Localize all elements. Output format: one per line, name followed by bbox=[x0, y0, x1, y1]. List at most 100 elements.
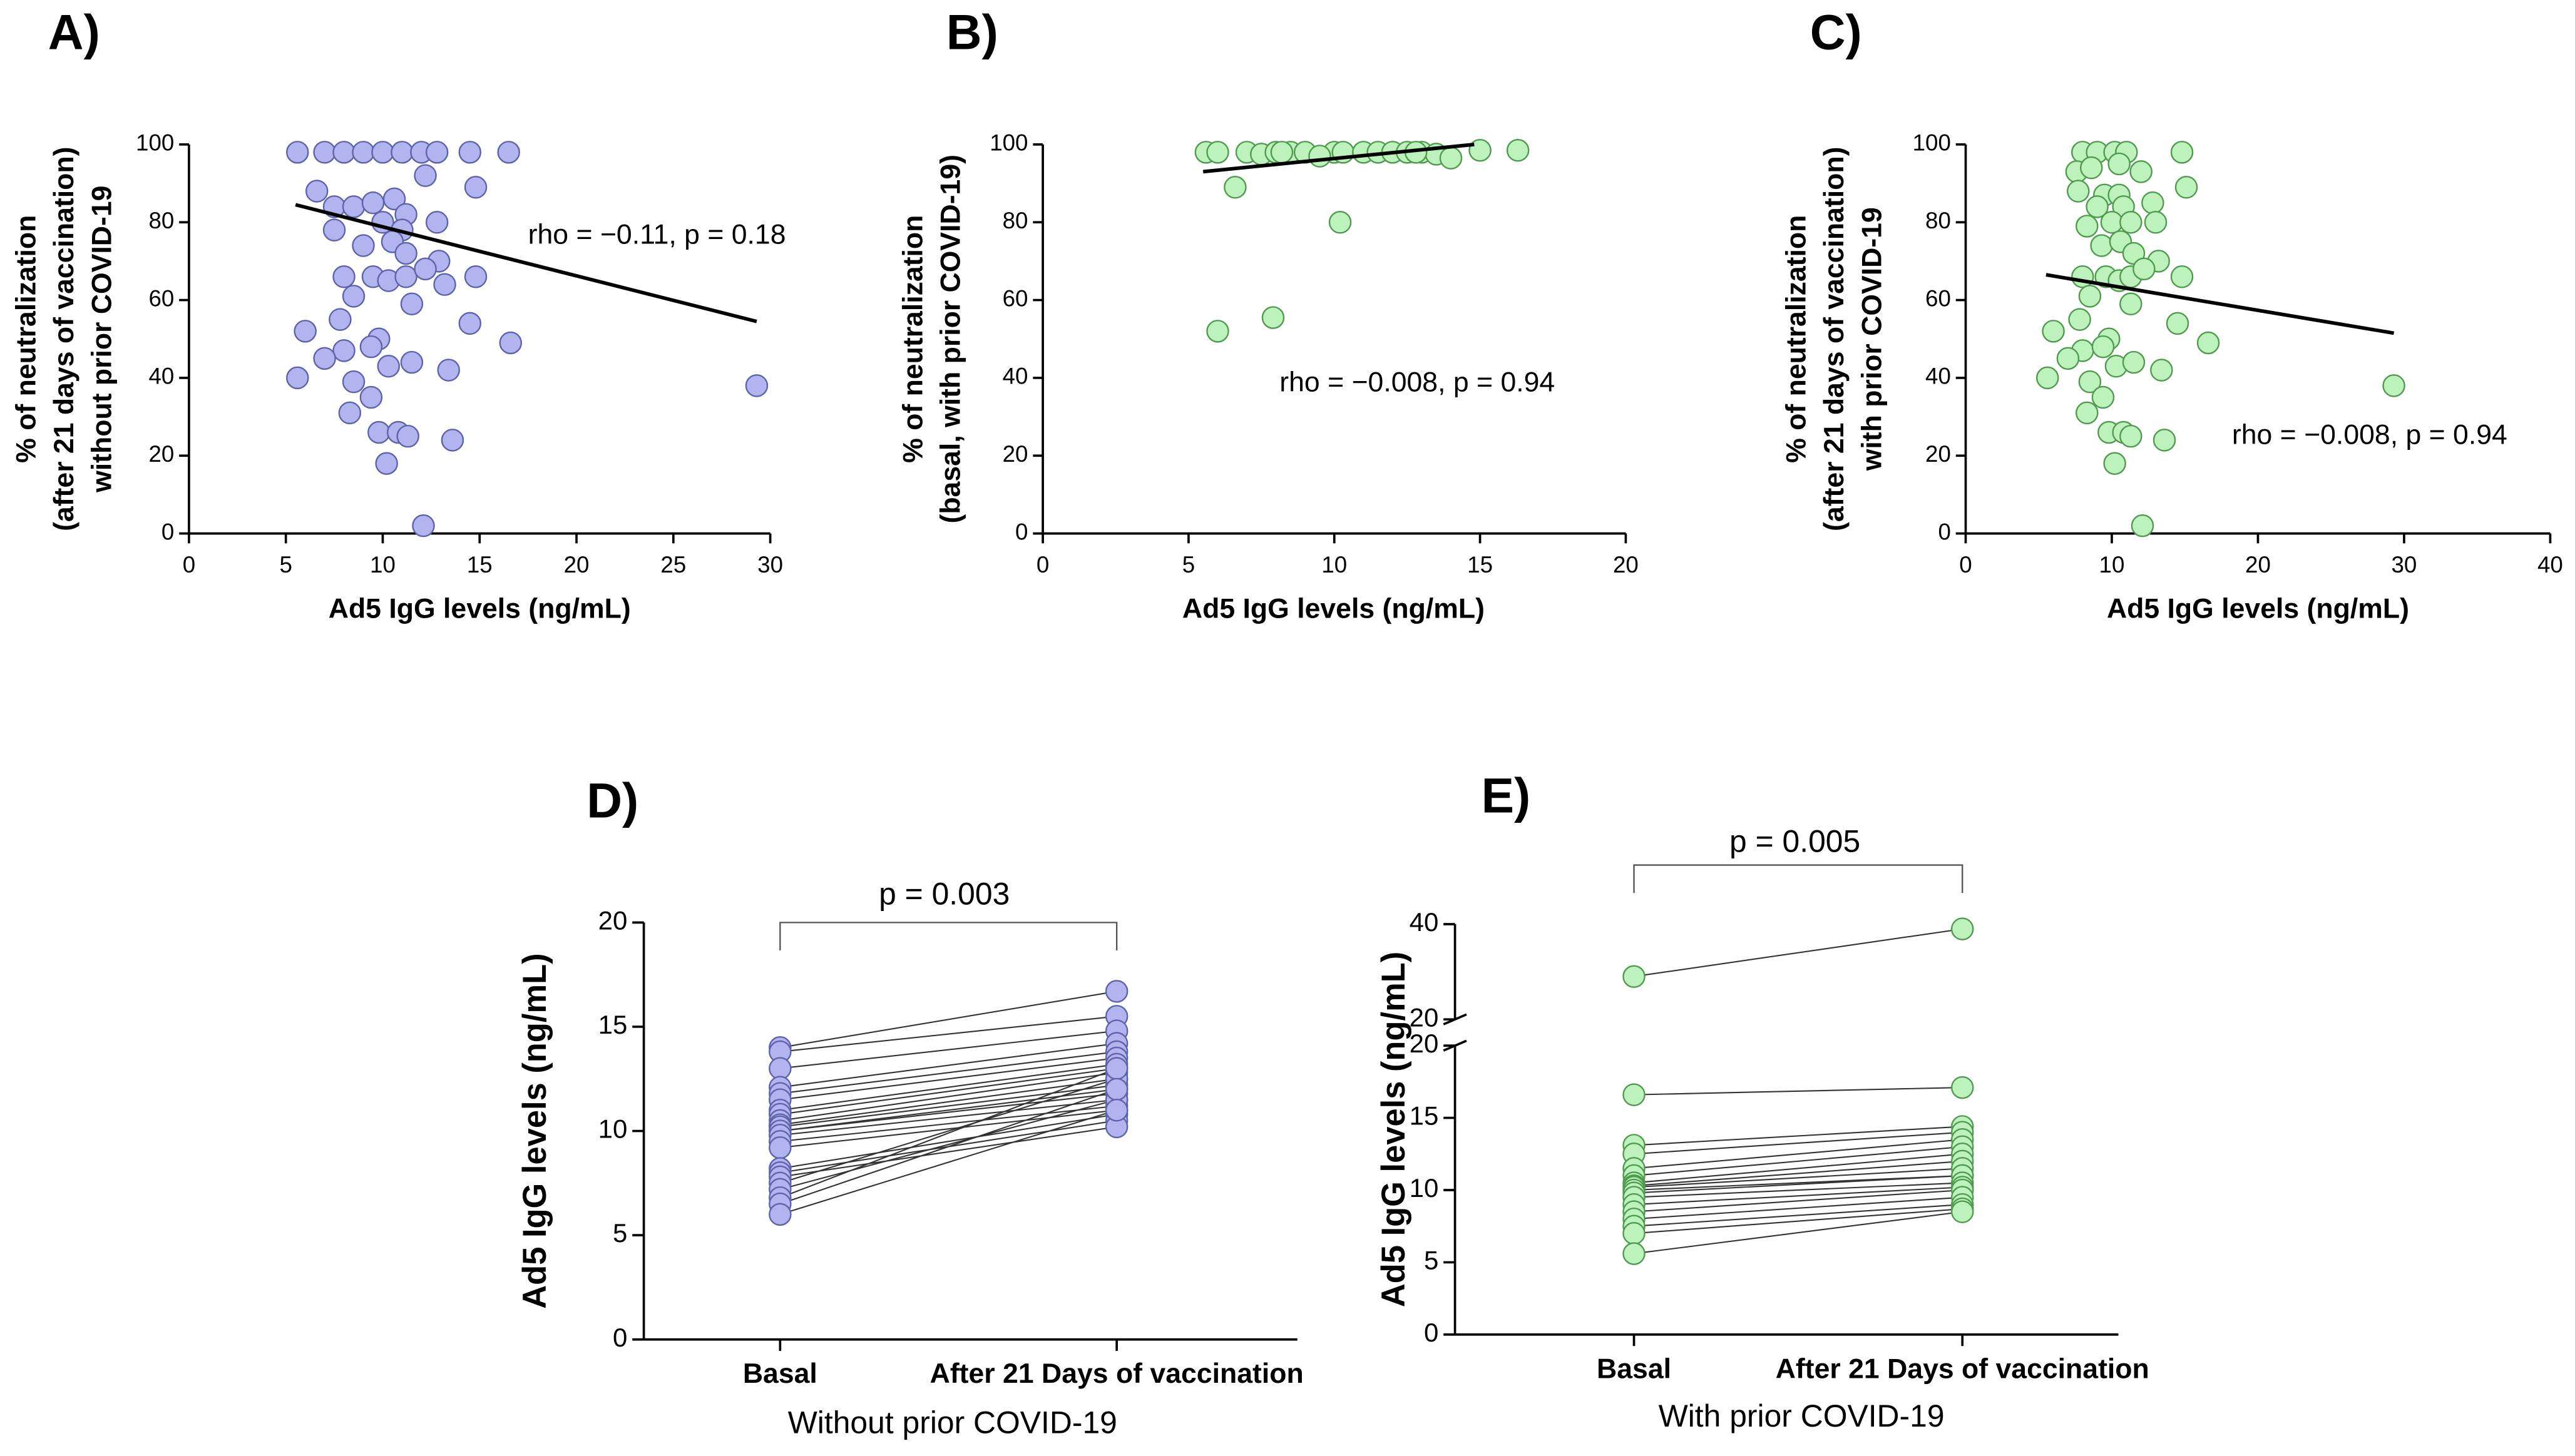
x-tick-label: After 21 Days of vaccination bbox=[930, 1358, 1304, 1389]
y-tick-label: 20 bbox=[148, 441, 174, 467]
point bbox=[332, 339, 356, 362]
point bbox=[499, 331, 523, 355]
point bbox=[2076, 401, 2099, 425]
point bbox=[2196, 331, 2220, 355]
point bbox=[1468, 138, 1492, 162]
y-tick-label: 80 bbox=[1925, 208, 1951, 233]
pair-line bbox=[780, 1078, 1117, 1184]
y-tick-label: 40 bbox=[1003, 364, 1028, 389]
point bbox=[441, 429, 464, 452]
point bbox=[2174, 176, 2198, 199]
point bbox=[2119, 210, 2142, 234]
point bbox=[2036, 366, 2059, 390]
x-axis-label: Ad5 IgG levels (ng/mL) bbox=[1182, 594, 1485, 624]
annotation: p = 0.003 bbox=[879, 877, 1010, 912]
y-tick-label: 20 bbox=[1410, 1029, 1439, 1058]
pair-line bbox=[1634, 1182, 1963, 1198]
point bbox=[2132, 257, 2156, 281]
point bbox=[414, 164, 437, 187]
x-tick-label: Basal bbox=[743, 1358, 817, 1389]
x-tick-label: 5 bbox=[1182, 552, 1195, 578]
y-axis-label: Ad5 IgG levels (ng/mL) bbox=[517, 953, 553, 1308]
pair-line bbox=[780, 1063, 1117, 1111]
point bbox=[2091, 385, 2115, 409]
point bbox=[1951, 1200, 1974, 1223]
point bbox=[2068, 308, 2091, 331]
point bbox=[2107, 152, 2131, 176]
x-tick-label: Basal bbox=[1597, 1353, 1671, 1384]
point bbox=[1105, 980, 1129, 1003]
x-tick-label: 10 bbox=[2099, 552, 2125, 578]
point bbox=[1951, 1076, 1974, 1099]
point bbox=[425, 141, 449, 164]
point bbox=[396, 424, 419, 448]
pair-line bbox=[780, 1105, 1117, 1143]
panel-title: D) bbox=[586, 773, 638, 828]
point bbox=[2122, 350, 2146, 374]
point bbox=[2150, 359, 2173, 382]
point bbox=[437, 359, 460, 382]
pair-line bbox=[780, 1099, 1117, 1136]
point bbox=[359, 385, 383, 409]
y-tick-label: 0 bbox=[1015, 519, 1028, 544]
point bbox=[332, 141, 356, 164]
y-tick-label: 15 bbox=[598, 1010, 628, 1039]
pair-line bbox=[780, 1113, 1117, 1169]
pair-line bbox=[780, 1030, 1117, 1069]
point bbox=[342, 285, 366, 308]
point bbox=[464, 265, 488, 288]
point bbox=[2086, 195, 2109, 218]
panel-title: A) bbox=[48, 5, 100, 60]
pair-line bbox=[780, 1042, 1117, 1088]
point bbox=[1622, 965, 1646, 988]
point bbox=[425, 210, 449, 234]
point bbox=[400, 292, 424, 316]
x-tick-label: After 21 Days of vaccination bbox=[1776, 1353, 2149, 1384]
point bbox=[359, 335, 383, 359]
point bbox=[2129, 160, 2153, 183]
point bbox=[2078, 285, 2102, 308]
pair-line bbox=[780, 1084, 1117, 1128]
point bbox=[1105, 1099, 1129, 1122]
pair-line bbox=[1634, 1204, 1963, 1227]
point bbox=[1308, 145, 1331, 168]
x-tick-label: 30 bbox=[2392, 552, 2417, 578]
point bbox=[1224, 176, 1247, 199]
point bbox=[342, 195, 366, 218]
point bbox=[1270, 141, 1294, 164]
point bbox=[1622, 1083, 1646, 1106]
pair-line bbox=[780, 1016, 1117, 1052]
x-axis-label: Ad5 IgG levels (ng/mL) bbox=[2107, 594, 2409, 624]
point bbox=[2153, 429, 2176, 452]
x-axis-label: Ad5 IgG levels (ng/mL) bbox=[329, 594, 631, 624]
y-axis-label: % of neutralization bbox=[898, 215, 928, 463]
pair-line bbox=[1634, 1208, 1963, 1235]
y-tick-label: 20 bbox=[598, 905, 628, 935]
point bbox=[2144, 210, 2168, 234]
pair-line bbox=[1634, 1139, 1963, 1169]
x-axis-label: Without prior COVID-19 bbox=[788, 1405, 1117, 1440]
bracket bbox=[1633, 864, 1963, 893]
y-tick-label: 20 bbox=[1410, 1002, 1439, 1032]
point bbox=[400, 350, 424, 374]
pair-line bbox=[780, 1092, 1117, 1132]
pair-line bbox=[780, 1109, 1117, 1149]
y-tick-label: 5 bbox=[613, 1218, 627, 1248]
point bbox=[1105, 1077, 1129, 1101]
y-tick-label: 0 bbox=[161, 519, 174, 544]
x-tick-label: 0 bbox=[1037, 552, 1049, 578]
pair-line bbox=[780, 1109, 1117, 1215]
y-axis-label: without prior COVID-19 bbox=[86, 186, 117, 493]
trendline bbox=[295, 203, 757, 323]
pair-line bbox=[1634, 1160, 1963, 1187]
y-tick-label: 60 bbox=[1003, 285, 1028, 311]
point bbox=[361, 191, 385, 215]
point bbox=[294, 320, 317, 343]
annotation: rho = −0.008, p = 0.94 bbox=[1279, 367, 1555, 398]
pair-line bbox=[1634, 1146, 1963, 1176]
point bbox=[394, 265, 417, 288]
x-tick-label: 0 bbox=[183, 552, 195, 578]
point bbox=[412, 514, 435, 537]
y-axis-label: % of neutralization bbox=[11, 215, 42, 463]
pair-line bbox=[1634, 1189, 1963, 1213]
